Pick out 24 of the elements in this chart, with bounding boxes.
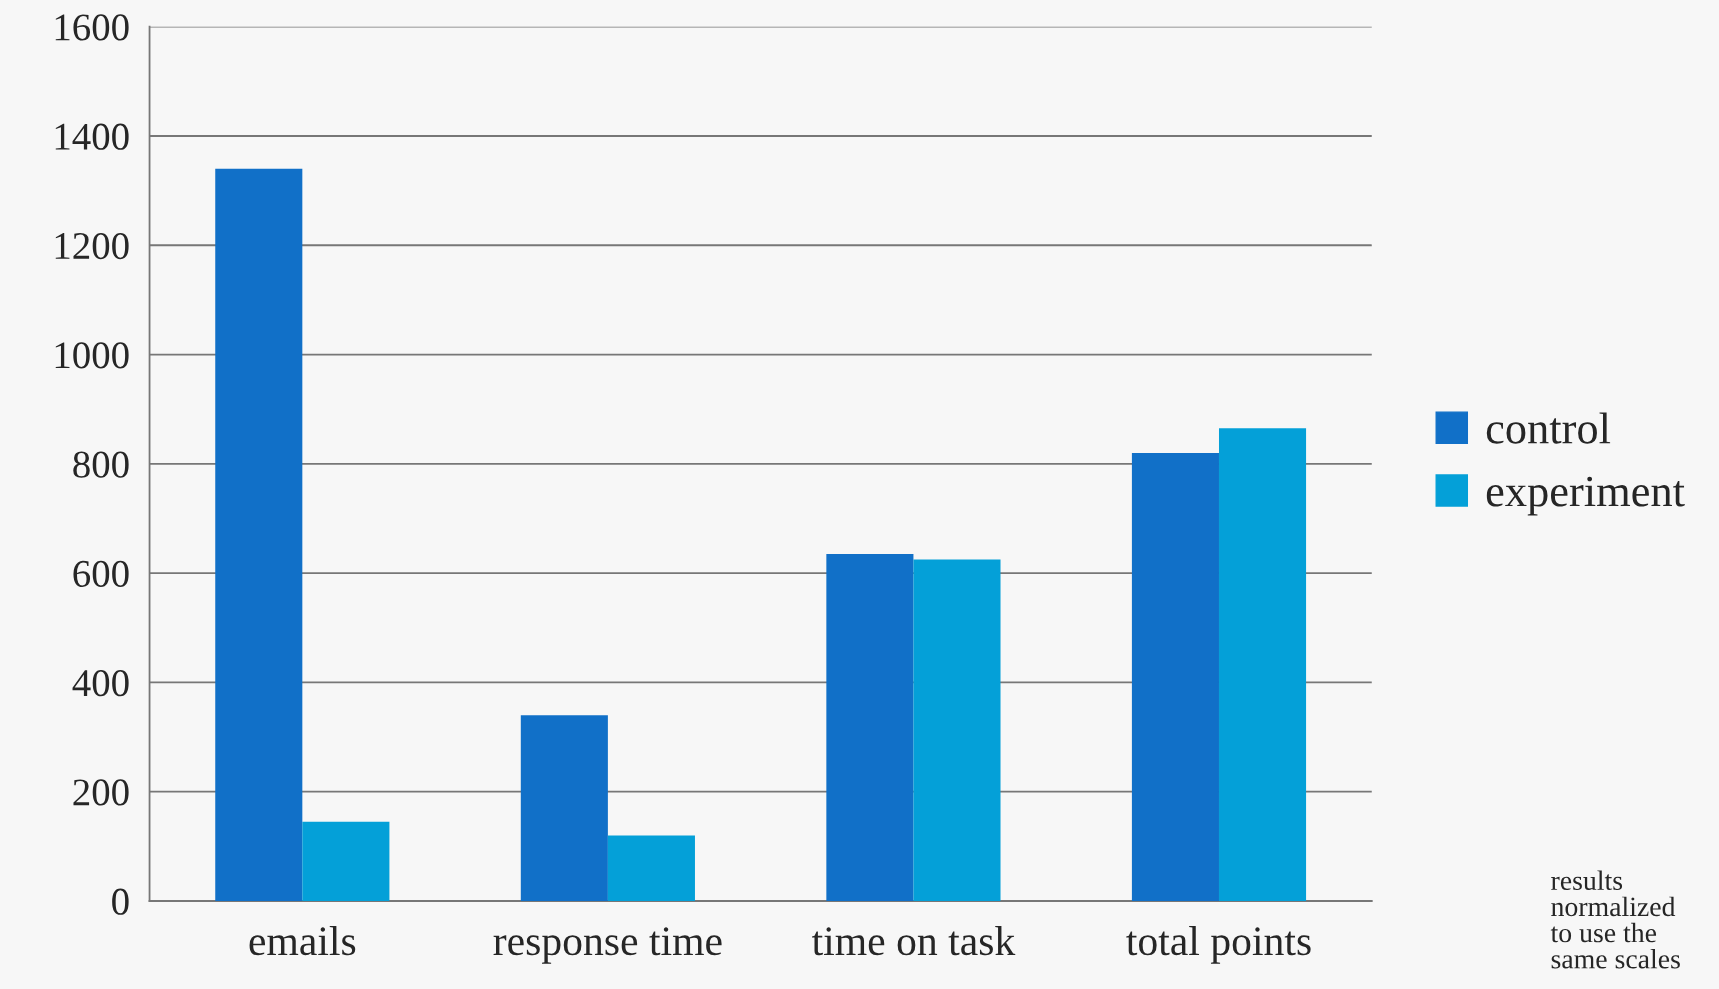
bar bbox=[826, 554, 914, 901]
x-tick-label: total points bbox=[1126, 925, 1311, 964]
y-tick-label: 600 bbox=[73, 560, 129, 587]
y-tick-label: 1000 bbox=[55, 342, 129, 369]
y-tick-label: 0 bbox=[112, 888, 129, 915]
y-tick-label: 400 bbox=[72, 670, 129, 697]
y-tick-label: 200 bbox=[73, 779, 129, 806]
y-tick-label: 1600 bbox=[55, 14, 129, 41]
bar bbox=[1131, 452, 1219, 901]
x-tick-label: time on task bbox=[812, 925, 1016, 956]
bar bbox=[1218, 428, 1307, 901]
y-tick-label: 800 bbox=[73, 451, 129, 478]
bar bbox=[302, 821, 390, 901]
y-tick-label: 1400 bbox=[55, 123, 129, 150]
y-tick-label: 1200 bbox=[55, 232, 129, 260]
bar bbox=[215, 168, 303, 901]
bar bbox=[607, 835, 695, 901]
text: results normalized to use the same scales bbox=[1550, 870, 1680, 969]
x-tick-label: emails bbox=[249, 925, 356, 956]
legend-label: control bbox=[1486, 412, 1611, 444]
bar bbox=[913, 559, 1001, 901]
x-tick-label: response time bbox=[493, 927, 722, 964]
legend-label: experiment bbox=[1486, 476, 1685, 516]
bar bbox=[520, 715, 608, 901]
